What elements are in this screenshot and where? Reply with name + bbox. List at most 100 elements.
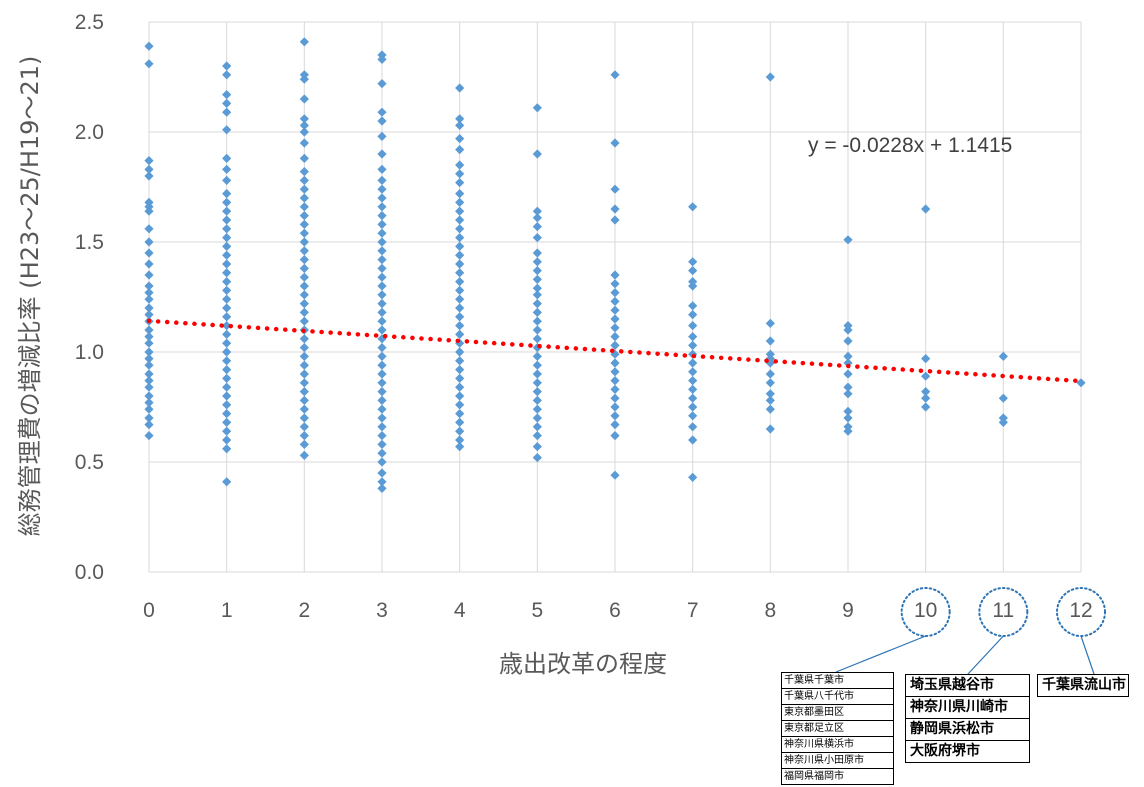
data-point — [688, 358, 698, 368]
data-point — [688, 257, 698, 267]
x-tick-label: 3 — [376, 599, 388, 622]
data-point — [532, 222, 542, 232]
data-point — [998, 417, 1008, 427]
data-point — [455, 160, 465, 170]
data-point — [222, 338, 232, 348]
data-point — [299, 369, 309, 379]
data-point — [455, 189, 465, 199]
data-point — [377, 422, 387, 432]
data-point — [843, 413, 853, 423]
data-point — [843, 406, 853, 416]
data-point — [688, 472, 698, 482]
data-point — [377, 211, 387, 221]
x-tick-label: 10 — [914, 599, 937, 622]
data-point — [532, 248, 542, 258]
data-point — [455, 312, 465, 322]
data-point — [222, 435, 232, 445]
data-point — [222, 417, 232, 427]
trendline-equation: y = -0.0228x + 1.1415 — [808, 134, 1012, 157]
data-point — [377, 107, 387, 117]
data-point — [532, 299, 542, 309]
callout-city-name: 神奈川県川崎市 — [905, 697, 1030, 719]
data-point — [299, 281, 309, 291]
data-point — [299, 94, 309, 104]
data-point — [299, 120, 309, 130]
data-point — [299, 138, 309, 148]
data-point — [222, 277, 232, 287]
data-point — [222, 70, 232, 80]
data-point — [299, 413, 309, 423]
data-point — [144, 259, 154, 269]
data-point — [532, 274, 542, 284]
data-point — [688, 393, 698, 403]
data-point — [377, 193, 387, 203]
data-point — [921, 371, 931, 381]
data-point — [222, 400, 232, 410]
data-point — [299, 378, 309, 388]
data-point — [377, 246, 387, 256]
x-axis-title: 歳出改革の程度 — [499, 650, 667, 678]
data-point — [299, 255, 309, 265]
x-tick-label: 5 — [531, 599, 543, 622]
data-point — [144, 237, 154, 247]
x-tick-label: 9 — [842, 599, 854, 622]
data-point — [610, 349, 620, 359]
data-point — [299, 263, 309, 273]
data-point — [144, 360, 154, 370]
data-point — [455, 373, 465, 383]
data-point — [455, 259, 465, 269]
data-point — [610, 270, 620, 280]
callout-leader-line — [967, 635, 1004, 675]
data-point — [532, 404, 542, 414]
data-point — [144, 431, 154, 441]
data-point — [532, 233, 542, 243]
data-point — [455, 417, 465, 427]
data-point — [455, 391, 465, 401]
data-point — [688, 402, 698, 412]
data-point — [455, 241, 465, 251]
data-point — [377, 116, 387, 126]
data-point — [144, 270, 154, 280]
x-tick-label: 2 — [298, 599, 310, 622]
data-point — [299, 334, 309, 344]
callout-city-name: 埼玉県越谷市 — [905, 674, 1030, 697]
data-point — [299, 74, 309, 84]
data-point — [299, 202, 309, 212]
data-point — [455, 134, 465, 144]
data-point — [765, 72, 775, 82]
data-point — [532, 334, 542, 344]
data-point — [765, 336, 775, 346]
data-point — [144, 288, 154, 298]
data-point — [688, 340, 698, 350]
data-point — [532, 395, 542, 405]
data-point — [688, 384, 698, 394]
data-point — [222, 294, 232, 304]
data-point — [222, 206, 232, 216]
data-point — [222, 90, 232, 100]
data-point — [921, 354, 931, 364]
data-point — [377, 54, 387, 64]
data-point — [222, 241, 232, 251]
x-tick-label: 0 — [143, 599, 155, 622]
y-tick-label: 1.5 — [75, 231, 104, 254]
data-point — [455, 277, 465, 287]
data-point — [455, 338, 465, 348]
data-point — [144, 281, 154, 291]
data-point — [532, 378, 542, 388]
data-point — [532, 360, 542, 370]
data-point — [455, 356, 465, 366]
data-point — [455, 294, 465, 304]
data-point — [688, 435, 698, 445]
data-point — [610, 340, 620, 350]
data-point — [765, 318, 775, 328]
data-point — [377, 131, 387, 141]
data-point — [144, 369, 154, 379]
x-tick-label: 8 — [764, 599, 776, 622]
data-point — [765, 404, 775, 414]
data-point — [455, 145, 465, 155]
data-point — [610, 296, 620, 306]
data-point — [144, 338, 154, 348]
data-point — [455, 206, 465, 216]
data-point — [299, 175, 309, 185]
data-point — [222, 444, 232, 454]
